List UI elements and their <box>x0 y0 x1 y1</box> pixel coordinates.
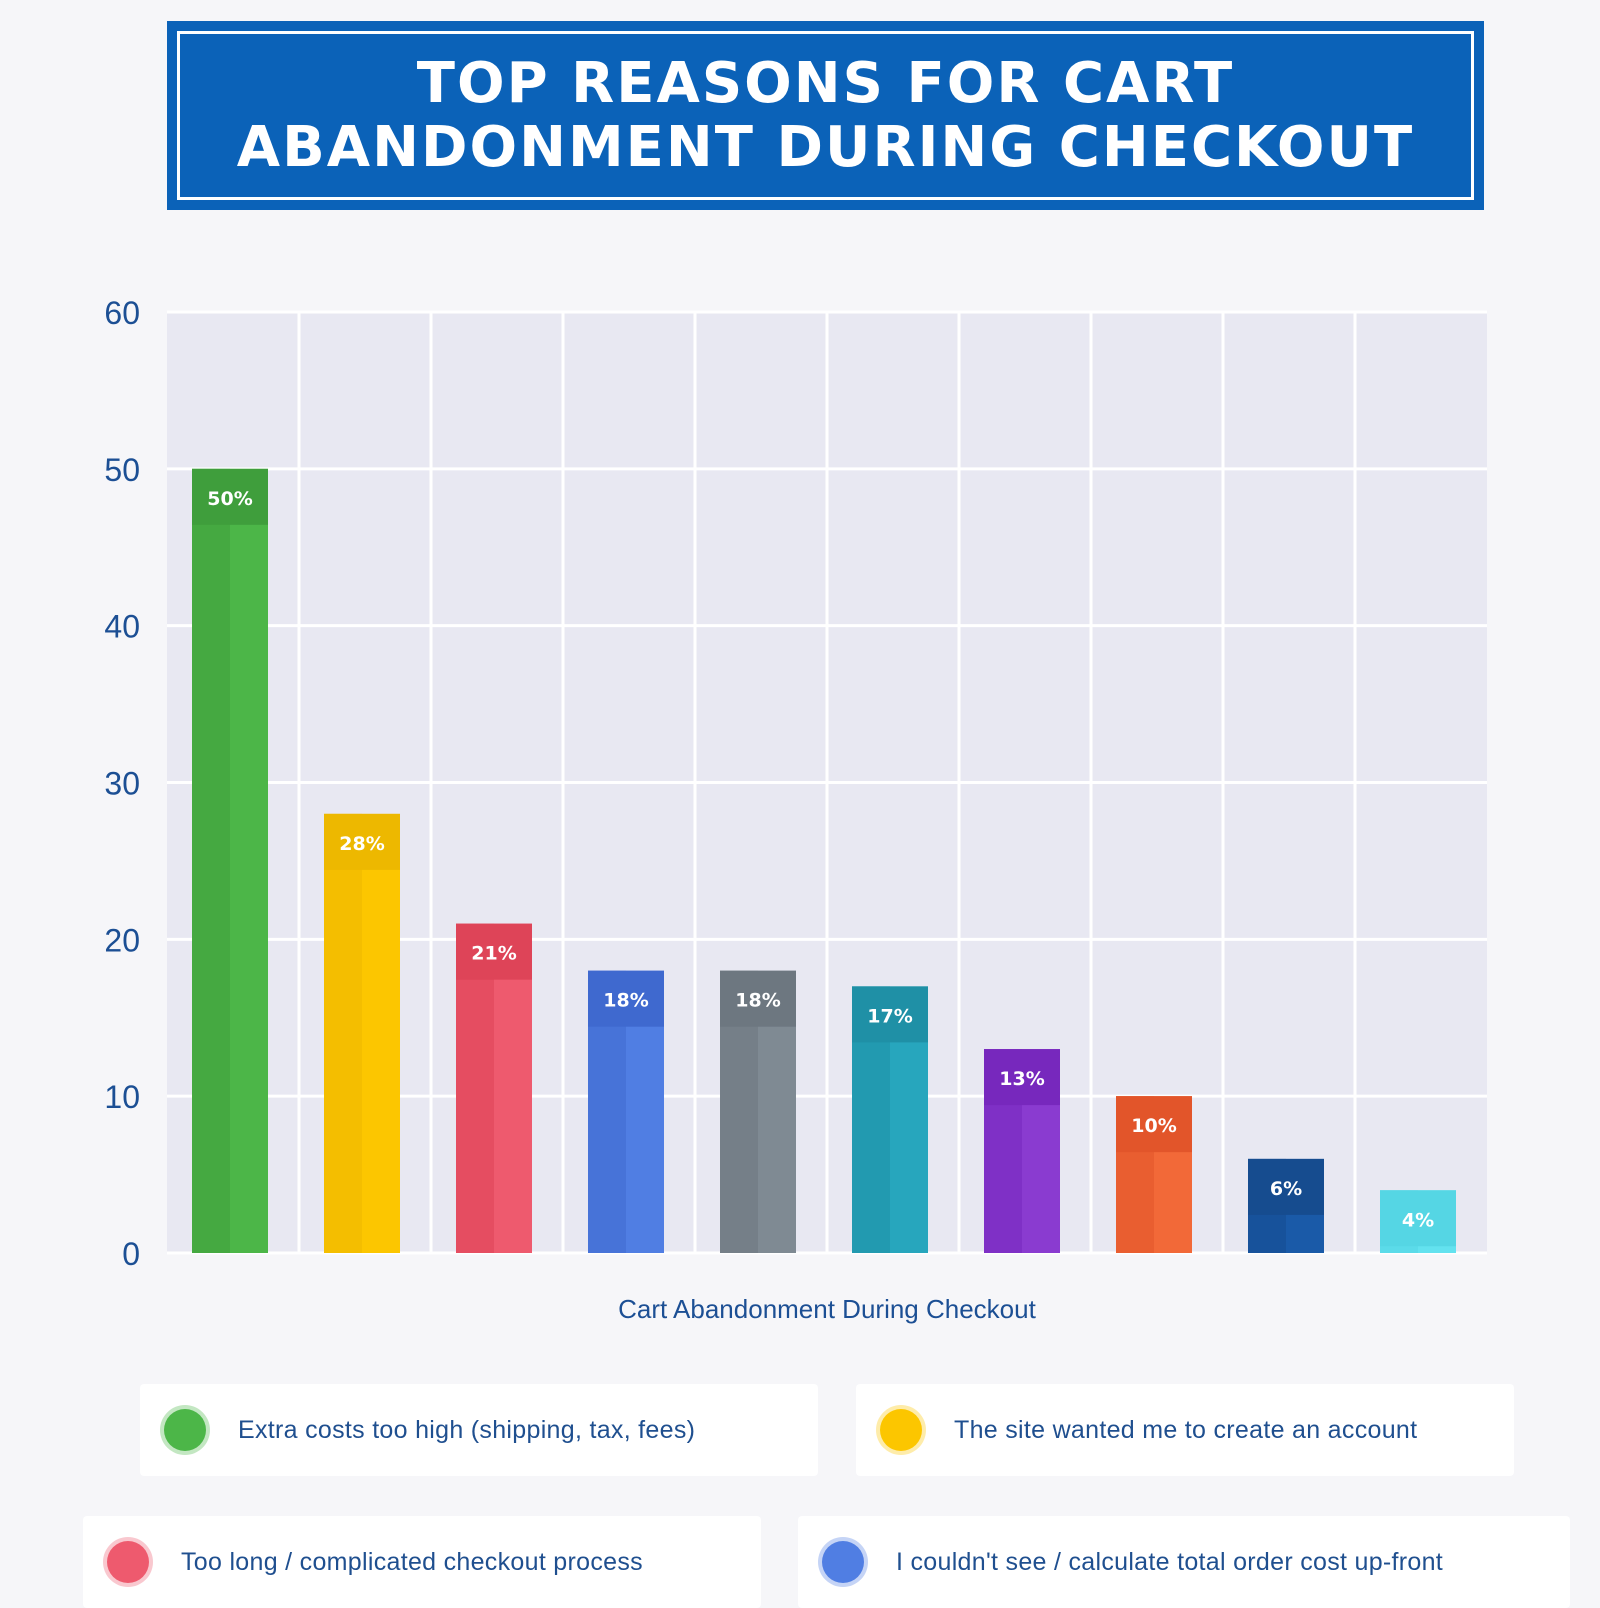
data-label: 13% <box>999 1068 1044 1090</box>
data-label: 50% <box>207 488 252 510</box>
title-banner: TOP REASONS FOR CART ABANDONMENT DURING … <box>167 21 1484 210</box>
data-label: 10% <box>1131 1115 1176 1137</box>
y-tick-label: 30 <box>104 766 140 802</box>
title-line-1: TOP REASONS FOR CART <box>416 50 1235 116</box>
data-label: 6% <box>1270 1178 1302 1200</box>
bar-chart: 0 10 20 30 40 50 60 50% 28% 21% 18% 18% 17% 13% 10% 6% 4… <box>104 295 1487 1324</box>
bar-label-cap <box>720 970 796 1027</box>
legend-item-extra-costs: Extra costs too high (shipping, tax, fee… <box>140 1384 818 1476</box>
title-frame: TOP REASONS FOR CART ABANDONMENT DURING … <box>177 31 1474 200</box>
legend-label: The site wanted me to create an account <box>954 1415 1418 1444</box>
legend-label: I couldn't see / calculate total order c… <box>896 1547 1444 1576</box>
y-tick-label: 60 <box>104 295 140 331</box>
bar-shade <box>192 468 230 1253</box>
data-label: 28% <box>339 833 384 855</box>
legend-dot-red <box>107 1541 149 1583</box>
bar-label-cap <box>324 813 400 870</box>
bar-label-cap <box>588 970 664 1027</box>
y-tick-label: 50 <box>104 452 140 488</box>
y-tick-label: 10 <box>104 1079 140 1115</box>
bar-label-cap <box>1248 1158 1324 1215</box>
data-label: 21% <box>471 943 516 965</box>
y-tick-label: 0 <box>122 1236 140 1272</box>
data-label: 17% <box>867 1005 912 1027</box>
legend-label: Too long / complicated checkout process <box>181 1547 643 1576</box>
bar-shade <box>324 813 362 1253</box>
bar-label-cap <box>852 986 928 1043</box>
legend-label: Extra costs too high (shipping, tax, fee… <box>238 1415 696 1444</box>
bar-label-cap <box>984 1049 1060 1106</box>
y-tick-label: 20 <box>104 922 140 958</box>
title-line-2: ABANDONMENT DURING CHECKOUT <box>236 114 1415 180</box>
bar-label-cap <box>456 923 532 980</box>
legend-dot-blue <box>822 1541 864 1583</box>
legend-item-total-cost: I couldn't see / calculate total order c… <box>798 1516 1570 1608</box>
data-label: 18% <box>603 990 648 1012</box>
data-label: 18% <box>735 990 780 1012</box>
bar-label-cap <box>192 468 268 525</box>
y-tick-label: 40 <box>104 609 140 645</box>
bar-label-cap <box>1116 1096 1192 1153</box>
x-axis-label: Cart Abandonment During Checkout <box>618 1294 1036 1324</box>
legend-item-complicated-checkout: Too long / complicated checkout process <box>83 1516 761 1608</box>
legend-dot-green <box>164 1409 206 1451</box>
legend-item-create-account: The site wanted me to create an account <box>856 1384 1514 1476</box>
bar-label-cap <box>1380 1190 1456 1247</box>
data-label: 4% <box>1402 1209 1434 1231</box>
legend-dot-yellow <box>880 1409 922 1451</box>
